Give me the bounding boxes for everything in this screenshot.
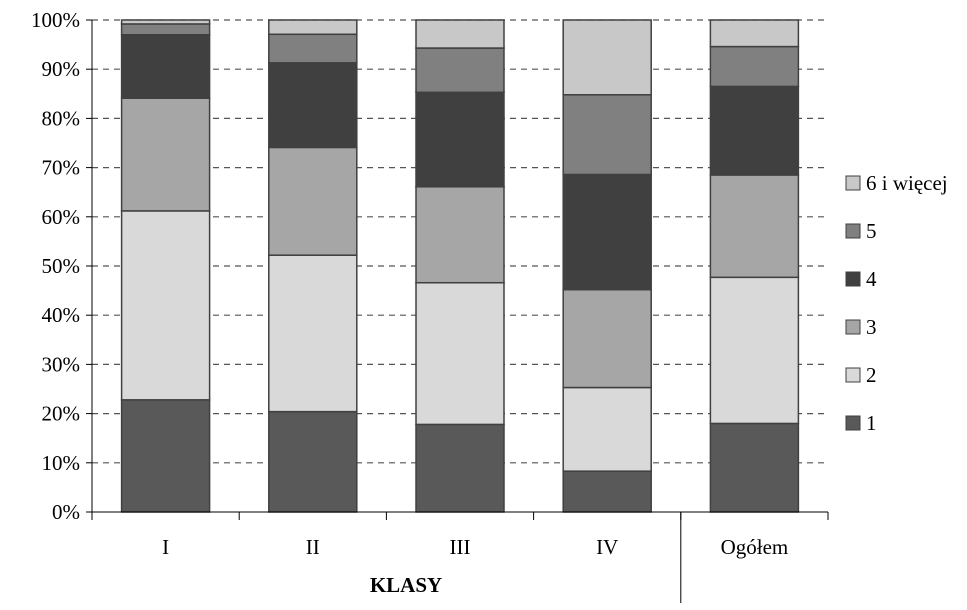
y-tick-label: 30%	[42, 352, 81, 376]
legend-label: 5	[866, 219, 877, 243]
bar-segment-1-III	[415, 423, 505, 513]
legend: 6 i więcej 5 4 3 2 1	[845, 171, 948, 435]
x-axis-title: KLASY	[370, 573, 442, 597]
x-tick-label: I	[162, 535, 169, 559]
x-tick-label: IV	[596, 535, 618, 559]
y-tick-label: 80%	[42, 106, 81, 130]
x-tick-label: III	[450, 535, 471, 559]
bar-segment-5-II	[268, 33, 358, 64]
legend-swatch	[845, 175, 861, 191]
y-tick-label: 10%	[42, 451, 81, 475]
bar-segment-4-II	[268, 62, 358, 149]
bar-segment-3-IV	[562, 288, 652, 389]
bar-segment-4-I	[120, 34, 211, 99]
bar-segment-2-I	[120, 210, 211, 401]
legend-label: 4	[866, 267, 877, 291]
x-tick-label: Ogółem	[721, 535, 789, 559]
y-tick-label: 20%	[42, 402, 81, 426]
bar-segment-1-II	[268, 410, 358, 513]
bar-segment-2-Ogółem	[709, 276, 800, 425]
legend-swatch	[845, 271, 861, 287]
legend-swatch	[845, 415, 861, 431]
y-tick-label: 50%	[42, 254, 81, 278]
legend-label: 2	[866, 363, 877, 387]
bar-segment-4-III	[415, 91, 505, 188]
bar-segment-1-IV	[562, 470, 652, 513]
y-tick-label: 0%	[52, 500, 80, 524]
y-tick-label: 90%	[42, 57, 81, 81]
axes: 0%10%20%30%40%50%60%70%80%90%100%I II III I…	[31, 8, 829, 603]
bar-segment-5-III	[415, 47, 505, 94]
bar-segment-1-I	[120, 399, 211, 513]
bar-segment-6-i-więcej-Ogółem	[709, 19, 800, 48]
bar-segment-5-IV	[562, 94, 652, 176]
bar-segment-3-III	[415, 186, 505, 284]
bar-segment-5-I	[120, 23, 211, 36]
bar-segment-4-Ogółem	[709, 85, 800, 176]
bar-segment-6-i-więcej-IV	[562, 19, 652, 96]
bar-segment-2-IV	[562, 386, 652, 472]
bar-segment-6-i-więcej-I	[120, 19, 211, 25]
x-tick-label: II	[306, 535, 320, 559]
legend-swatch	[845, 319, 861, 335]
bar-segment-5-Ogółem	[709, 45, 800, 88]
bar-segment-3-Ogółem	[709, 174, 800, 279]
bar-segment-4-IV	[562, 173, 652, 291]
bar-segment-6-i-więcej-III	[415, 19, 505, 49]
bars	[120, 19, 800, 513]
y-tick-label: 60%	[42, 205, 81, 229]
y-tick-label: 70%	[42, 156, 81, 180]
y-tick-label: 40%	[42, 303, 81, 327]
legend-label: 6 i więcej	[866, 171, 948, 195]
bar-segment-6-i-więcej-II	[268, 19, 358, 36]
legend-label: 3	[866, 315, 877, 339]
bar-segment-2-II	[268, 254, 358, 413]
bar-segment-1-Ogółem	[709, 422, 800, 513]
bar-segment-3-I	[120, 97, 211, 212]
legend-swatch	[845, 223, 861, 239]
bar-segment-3-II	[268, 146, 358, 256]
legend-label: 1	[866, 411, 877, 435]
legend-swatch	[845, 367, 861, 383]
bar-segment-2-III	[415, 281, 505, 426]
y-tick-label: 100%	[31, 8, 80, 32]
